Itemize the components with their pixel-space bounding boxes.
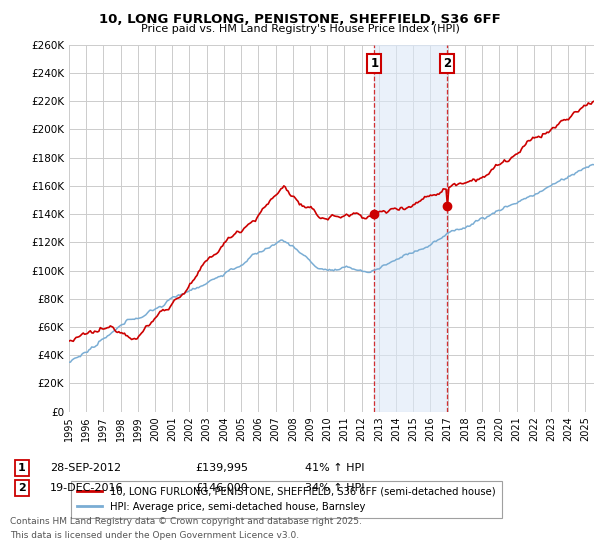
Text: 41% ↑ HPI: 41% ↑ HPI <box>305 463 365 473</box>
Text: 1: 1 <box>370 57 379 69</box>
Text: 19-DEC-2016: 19-DEC-2016 <box>50 483 124 493</box>
Text: 2: 2 <box>443 57 451 69</box>
Text: £146,000: £146,000 <box>195 483 248 493</box>
Legend: 10, LONG FURLONG, PENISTONE, SHEFFIELD, S36 6FF (semi-detached house), HPI: Aver: 10, LONG FURLONG, PENISTONE, SHEFFIELD, … <box>71 481 502 518</box>
Text: 28-SEP-2012: 28-SEP-2012 <box>50 463 121 473</box>
Text: Contains HM Land Registry data © Crown copyright and database right 2025.: Contains HM Land Registry data © Crown c… <box>10 517 362 526</box>
Text: 34% ↑ HPI: 34% ↑ HPI <box>305 483 365 493</box>
Text: Price paid vs. HM Land Registry's House Price Index (HPI): Price paid vs. HM Land Registry's House … <box>140 24 460 34</box>
Text: 1: 1 <box>18 463 26 473</box>
Text: £139,995: £139,995 <box>195 463 248 473</box>
Text: 10, LONG FURLONG, PENISTONE, SHEFFIELD, S36 6FF: 10, LONG FURLONG, PENISTONE, SHEFFIELD, … <box>99 13 501 26</box>
Text: This data is licensed under the Open Government Licence v3.0.: This data is licensed under the Open Gov… <box>10 531 299 540</box>
Text: 2: 2 <box>18 483 26 493</box>
Bar <box>374 45 447 412</box>
